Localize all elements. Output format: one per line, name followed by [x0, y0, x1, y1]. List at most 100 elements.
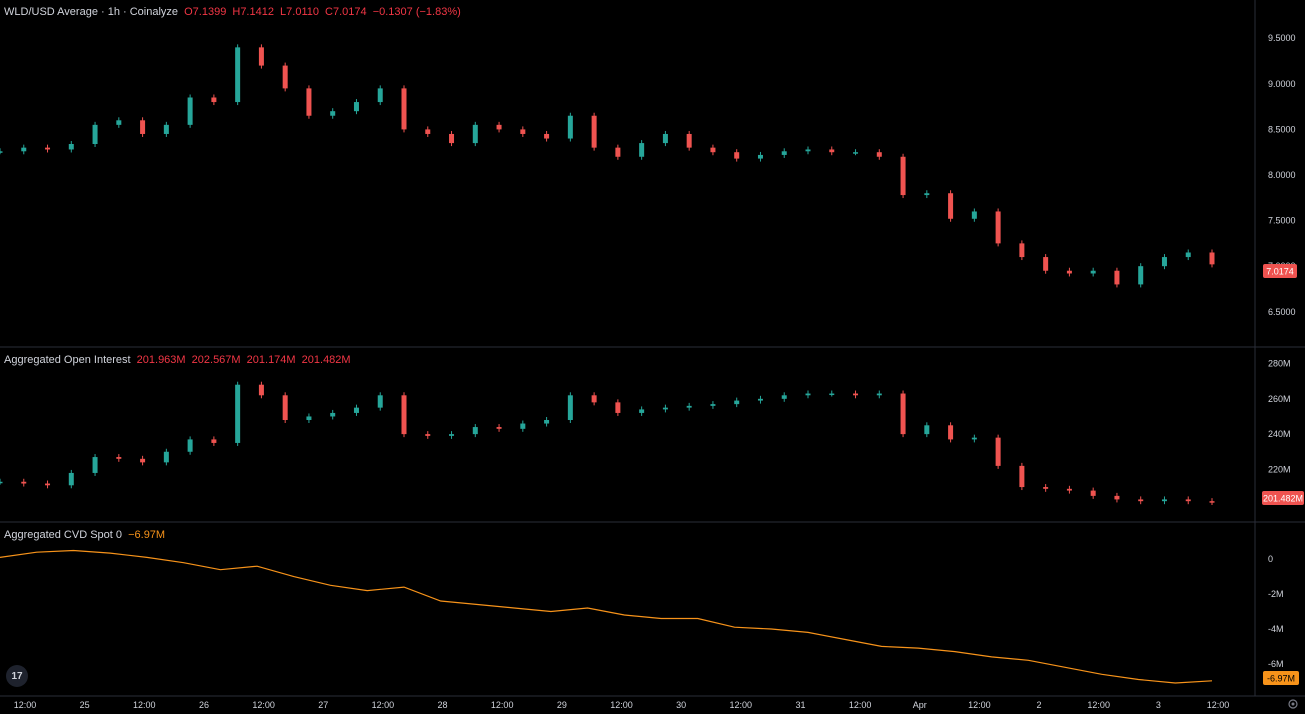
oi-last-label: 201.482M [1263, 494, 1303, 504]
oi-candle [781, 395, 787, 399]
price-candle [306, 88, 312, 116]
oi-value-3: 201.174M [246, 354, 296, 366]
price-candle [615, 147, 621, 157]
cvd-value: −6.97M [128, 529, 166, 541]
price-candle [662, 133, 668, 144]
price-legend: WLD/USD Average · 1h · Coinalyze O7.1399… [4, 6, 464, 18]
price-candle [235, 47, 241, 103]
price-candle [68, 144, 74, 150]
oi-candle [377, 395, 383, 408]
oi-candle [805, 393, 811, 396]
oi-candle [544, 420, 550, 424]
x-tick: 12:00 [1207, 700, 1230, 710]
cvd-y-tick: 0 [1268, 554, 1273, 564]
price-candle [544, 133, 550, 139]
tradingview-logo[interactable]: 17 [6, 665, 28, 687]
ohlc-close: C7.0174 [325, 6, 367, 18]
price-last-label: 7.0174 [1266, 267, 1294, 277]
price-candle [876, 152, 882, 157]
axes: 9.50009.00008.50008.00007.50007.00006.50… [14, 33, 1296, 710]
oi-candle [567, 395, 573, 420]
oi-candle [853, 393, 859, 396]
price-candle [1185, 252, 1191, 258]
price-candle [140, 120, 146, 134]
oi-value-2: 202.567M [191, 354, 241, 366]
x-tick: 12:00 [610, 700, 633, 710]
oi-candle [924, 425, 930, 435]
price-candle [686, 133, 692, 148]
cvd-last-label: -6.97M [1267, 674, 1295, 684]
price-candle [401, 88, 407, 130]
oi-candle [971, 437, 977, 440]
cvd-y-tick: -4M [1268, 624, 1284, 634]
oi-candle [425, 434, 431, 436]
oi-candle [591, 395, 597, 403]
price-candle [1209, 252, 1215, 265]
price-candle [567, 115, 573, 139]
oi-y-tick: 280M [1268, 359, 1291, 369]
oi-y-tick: 240M [1268, 429, 1291, 439]
price-candle [900, 156, 906, 196]
x-tick: Apr [913, 700, 927, 710]
x-tick: 31 [795, 700, 805, 710]
price-plot [0, 44, 1215, 288]
price-candle [781, 151, 787, 155]
oi-candle [1043, 487, 1049, 489]
price-y-tick: 8.0000 [1268, 170, 1296, 180]
oi-candle [211, 439, 217, 443]
ohlc-low: L7.0110 [280, 6, 319, 18]
oi-candle [0, 481, 3, 484]
price-candle [377, 88, 383, 103]
price-candle [805, 149, 811, 152]
oi-legend: Aggregated Open Interest 201.963M 202.56… [4, 354, 354, 366]
cvd-y-tick: -2M [1268, 589, 1284, 599]
oi-value-4: 201.482M [301, 354, 351, 366]
price-candle [21, 147, 27, 152]
price-candle [425, 129, 431, 134]
cvd-last-label-bg [1263, 671, 1299, 685]
price-candle [258, 47, 264, 66]
x-tick: 12:00 [491, 700, 514, 710]
x-tick: 12:00 [1087, 700, 1110, 710]
x-tick: 26 [199, 700, 209, 710]
x-tick: 12:00 [133, 700, 156, 710]
oi-candle [330, 412, 336, 417]
ohlc-change: −0.1307 (−1.83%) [372, 6, 461, 18]
price-candle [449, 133, 455, 144]
ohlc-high: H7.1412 [232, 6, 274, 18]
price-candle [995, 211, 1001, 244]
oi-candle [353, 407, 359, 413]
oi-candle [1185, 499, 1191, 502]
price-y-tick: 9.5000 [1268, 33, 1296, 43]
price-candle [829, 149, 835, 153]
price-candle [1043, 257, 1049, 271]
price-candle [116, 120, 122, 125]
gear-icon[interactable] [1287, 698, 1299, 710]
price-candle [1138, 266, 1144, 285]
oi-candle [995, 437, 1001, 466]
price-last-label-bg [1263, 264, 1297, 278]
oi-candle [520, 423, 526, 429]
oi-y-tick: 220M [1268, 464, 1291, 474]
price-candle [163, 124, 169, 134]
oi-candle [1161, 499, 1167, 502]
x-tick: 12:00 [252, 700, 275, 710]
oi-candle [401, 395, 407, 435]
price-candle [0, 151, 3, 153]
oi-candle [140, 458, 146, 463]
price-candle [1019, 243, 1025, 258]
oi-candle [1138, 499, 1144, 502]
x-tick: 29 [557, 700, 567, 710]
open-interest-plot [0, 381, 1215, 506]
oi-candle [948, 425, 954, 440]
price-candle [520, 129, 526, 134]
x-tick: 28 [438, 700, 448, 710]
oi-candle [258, 384, 264, 396]
x-tick: 25 [80, 700, 90, 710]
oi-candle [662, 407, 668, 410]
oi-candle [496, 427, 502, 429]
oi-last-label-bg [1262, 491, 1304, 505]
oi-candle [306, 416, 312, 420]
price-title: WLD/USD Average · 1h · Coinalyze [4, 6, 179, 18]
